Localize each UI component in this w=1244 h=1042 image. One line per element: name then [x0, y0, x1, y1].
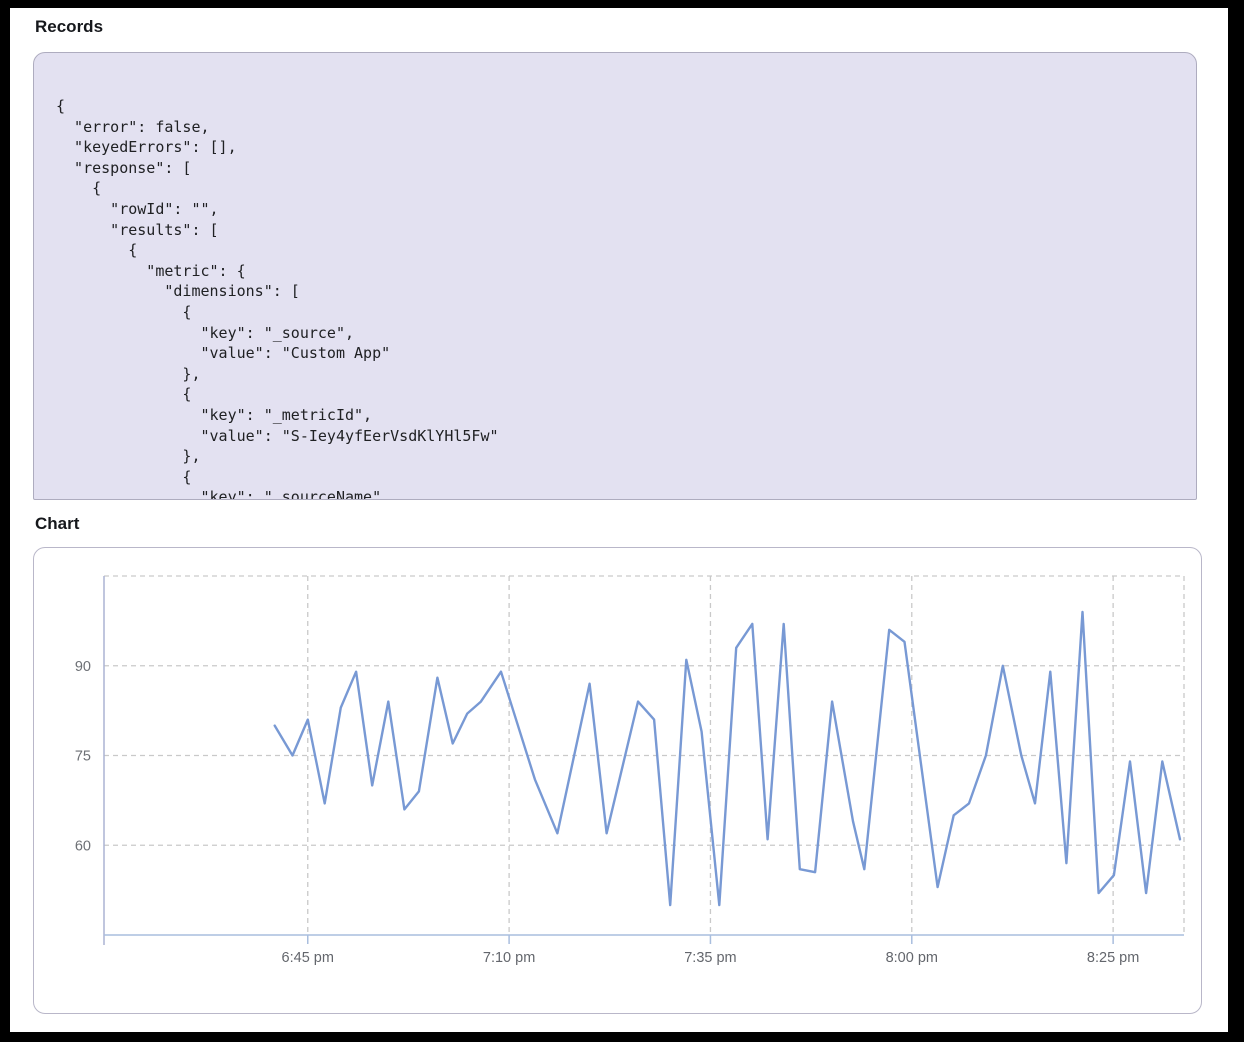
x-tick-label: 8:00 pm: [886, 950, 938, 966]
y-tick-label: 75: [75, 749, 91, 765]
records-title: Records: [35, 17, 104, 36]
x-tick-label: 7:10 pm: [483, 950, 535, 966]
series-line: [273, 610, 1182, 907]
content-area: Records { "error": false, "keyedErrors":…: [10, 8, 1228, 1014]
x-tick-label: 7:35 pm: [684, 950, 736, 966]
y-tick-label: 90: [75, 659, 91, 675]
y-tick-label: 60: [75, 838, 91, 854]
chart-panel: 90 75 60 6:45 pm 7:10 pm 7:35 pm 8:00 pm 8:25 p…: [33, 547, 1202, 1014]
records-json: { "error": false, "keyedErrors": [], "re…: [56, 97, 499, 500]
line-chart-svg[interactable]: 90 75 60 6:45 pm 7:10 pm 7:35 pm 8:00 pm 8:25 p…: [34, 548, 1201, 1013]
chart-title: Chart: [35, 514, 80, 533]
x-tick-label: 8:25 pm: [1087, 950, 1139, 966]
records-panel[interactable]: { "error": false, "keyedErrors": [], "re…: [33, 52, 1197, 500]
x-tick-label: 6:45 pm: [282, 950, 334, 966]
page: Records { "error": false, "keyedErrors":…: [10, 8, 1228, 1032]
